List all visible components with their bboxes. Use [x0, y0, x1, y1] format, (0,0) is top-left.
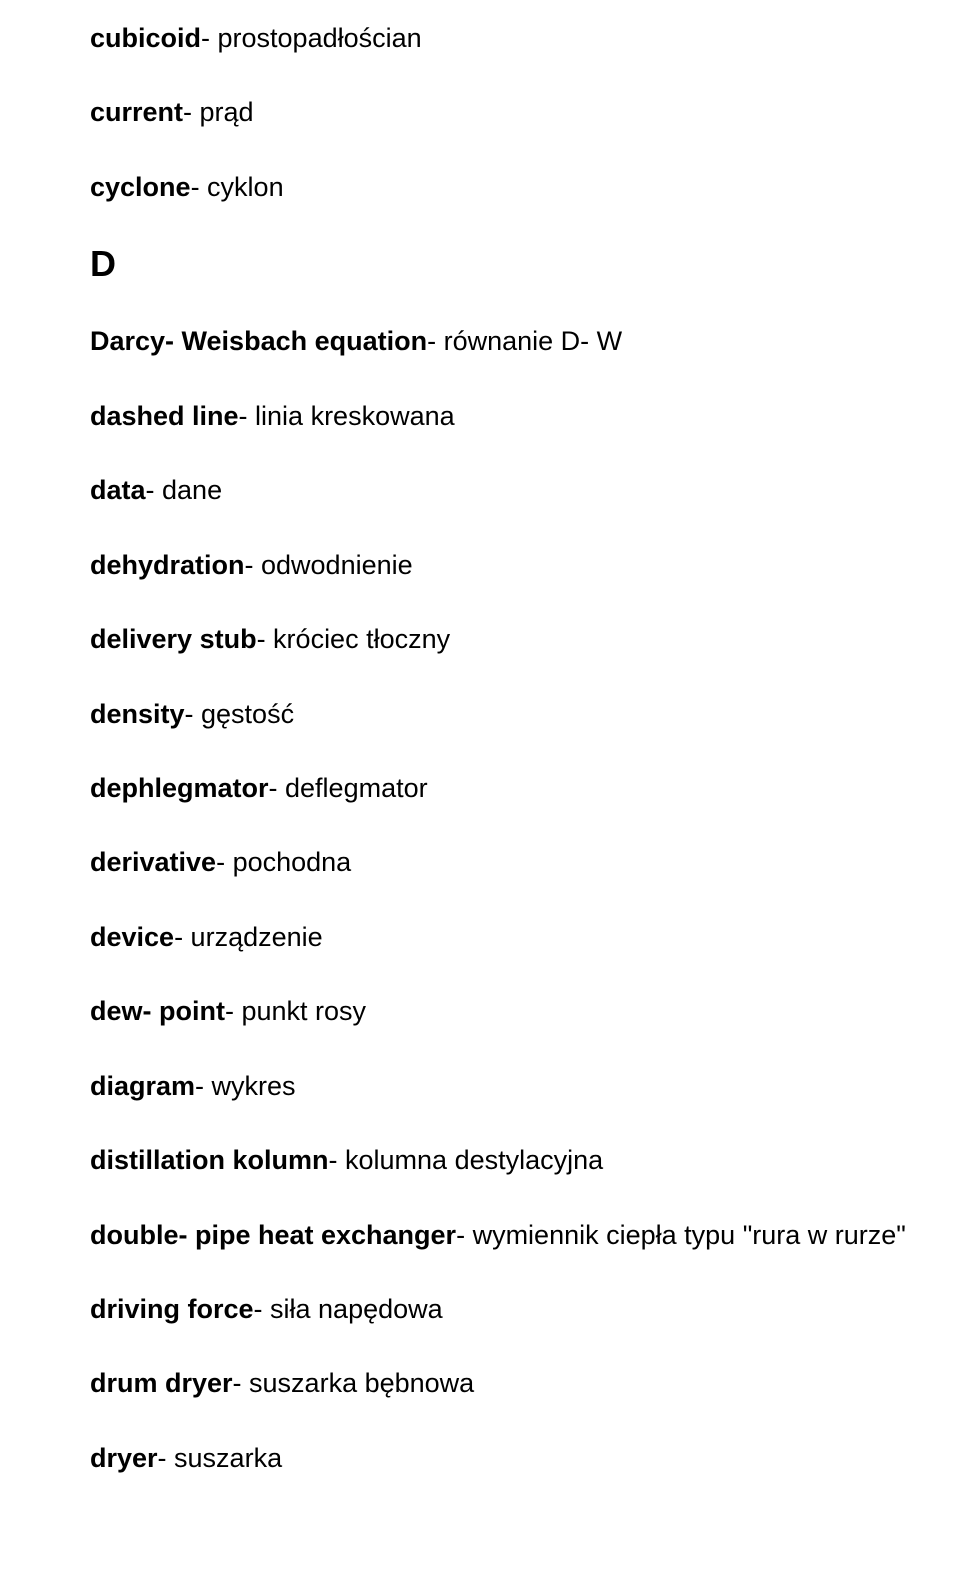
section-letter: D: [90, 243, 960, 285]
glossary-term: Darcy- Weisbach equation: [90, 326, 427, 356]
glossary-definition: - wykres: [195, 1071, 296, 1101]
glossary-term: drum dryer: [90, 1368, 233, 1398]
glossary-entry: density- gęstość: [90, 696, 960, 732]
glossary-entry: cubicoid- prostopadłościan: [90, 20, 960, 56]
glossary-entry: dehydration- odwodnienie: [90, 547, 960, 583]
glossary-definition: - prostopadłościan: [201, 23, 422, 53]
glossary-definition: - deflegmator: [269, 773, 428, 803]
glossary-term: device: [90, 922, 174, 952]
glossary-entry: double- pipe heat exchanger- wymiennik c…: [90, 1217, 960, 1253]
glossary-entry: Darcy- Weisbach equation- równanie D- W: [90, 323, 960, 359]
glossary-entry: dephlegmator- deflegmator: [90, 770, 960, 806]
glossary-entry: device- urządzenie: [90, 919, 960, 955]
glossary-term: dehydration: [90, 550, 245, 580]
glossary-definition: - suszarka bębnowa: [233, 1368, 475, 1398]
glossary-definition: - prąd: [183, 97, 254, 127]
glossary-term: dryer: [90, 1443, 158, 1473]
glossary-definition: - wymiennik ciepła typu "rura w rurze": [456, 1220, 906, 1250]
glossary-term: density: [90, 699, 185, 729]
glossary-entry: data- dane: [90, 472, 960, 508]
glossary-entry: diagram- wykres: [90, 1068, 960, 1104]
glossary-entry: driving force- siła napędowa: [90, 1291, 960, 1327]
glossary-term: data: [90, 475, 146, 505]
glossary-entry: drum dryer- suszarka bębnowa: [90, 1365, 960, 1401]
glossary-definition: - punkt rosy: [225, 996, 366, 1026]
glossary-term: cubicoid: [90, 23, 201, 53]
glossary-definition: - króciec tłoczny: [257, 624, 451, 654]
glossary-definition: - kolumna destylacyjna: [329, 1145, 604, 1175]
glossary-entry: derivative- pochodna: [90, 844, 960, 880]
glossary-term: dashed line: [90, 401, 239, 431]
glossary-term: diagram: [90, 1071, 195, 1101]
glossary-definition: - dane: [146, 475, 223, 505]
glossary-definition: - cyklon: [191, 172, 284, 202]
glossary-term: current: [90, 97, 183, 127]
glossary-term: double- pipe heat exchanger: [90, 1220, 456, 1250]
glossary-entry: dryer- suszarka: [90, 1440, 960, 1476]
glossary-definition: - linia kreskowana: [239, 401, 455, 431]
glossary-definition: - pochodna: [216, 847, 351, 877]
glossary-definition: - równanie D- W: [427, 326, 622, 356]
glossary-term: derivative: [90, 847, 216, 877]
glossary-entry: dashed line- linia kreskowana: [90, 398, 960, 434]
glossary-term: driving force: [90, 1294, 254, 1324]
glossary-definition: - suszarka: [158, 1443, 283, 1473]
glossary-definition: - gęstość: [185, 699, 295, 729]
glossary-term: dew- point: [90, 996, 225, 1026]
glossary-definition: - odwodnienie: [245, 550, 413, 580]
glossary-term: cyclone: [90, 172, 191, 202]
glossary-term: dephlegmator: [90, 773, 269, 803]
glossary-definition: - urządzenie: [174, 922, 323, 952]
glossary-entry: current- prąd: [90, 94, 960, 130]
glossary-entry: delivery stub- króciec tłoczny: [90, 621, 960, 657]
glossary-entry: dew- point- punkt rosy: [90, 993, 960, 1029]
glossary-definition: - siła napędowa: [254, 1294, 443, 1324]
glossary-term: distillation kolumn: [90, 1145, 329, 1175]
glossary-entry: cyclone- cyklon: [90, 169, 960, 205]
glossary-entry: distillation kolumn- kolumna destylacyjn…: [90, 1142, 960, 1178]
glossary-term: delivery stub: [90, 624, 257, 654]
